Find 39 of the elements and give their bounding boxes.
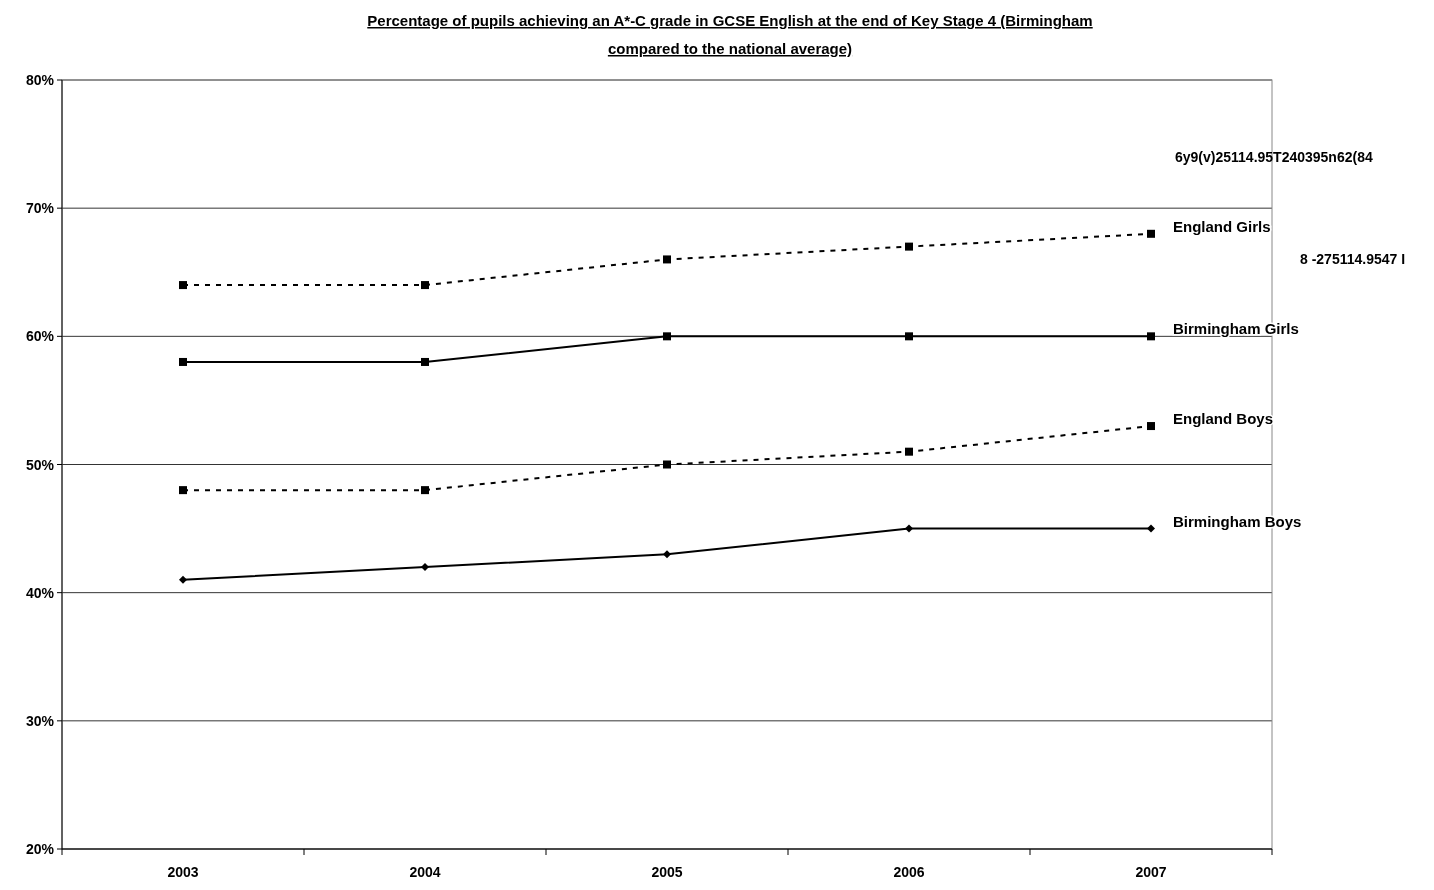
- point: [421, 563, 429, 572]
- point: [179, 281, 187, 290]
- point: [663, 332, 671, 341]
- chart-title: Percentage of pupils achieving an A*-C grade in GCSE English at the end of Key Stage 4 (Birmingham compared to the national average): [367, 12, 1093, 57]
- point: [179, 486, 187, 495]
- series-label: England Girls: [1173, 217, 1271, 235]
- point: [179, 575, 187, 584]
- point: [1147, 229, 1155, 238]
- x-tick-label: 2006: [893, 864, 925, 880]
- annotation: 6y9(v)25114.95T240395n62(84: [1175, 148, 1373, 165]
- x-tick-label: 2003: [167, 864, 199, 880]
- x-tick-label: 2007: [1135, 864, 1167, 880]
- point: [905, 524, 913, 533]
- point: [663, 255, 671, 264]
- point: [905, 332, 913, 341]
- point: [421, 357, 429, 366]
- point: [1147, 332, 1155, 341]
- point: [421, 281, 429, 290]
- x-tick-label: 2004: [409, 864, 441, 880]
- point: [905, 447, 913, 456]
- point: [1147, 422, 1155, 431]
- text: 8 -275114.9547 I: [1300, 251, 1406, 268]
- y-tick-label: 80%: [25, 72, 55, 88]
- y-tick-label: 60%: [25, 328, 55, 345]
- series-label: Birmingham Boys: [1173, 512, 1302, 530]
- x-tick-label: 2005: [651, 864, 683, 880]
- point: [179, 357, 187, 366]
- series-label: England Boys: [1173, 410, 1274, 428]
- y-tick-label: 30%: [25, 712, 55, 729]
- point: [421, 486, 429, 495]
- series-label: Birmingham Girls: [1173, 320, 1299, 338]
- point: [663, 550, 671, 559]
- y-tick-label: 70%: [25, 200, 55, 217]
- y-tick-label: 50%: [25, 456, 55, 473]
- point: [1147, 524, 1155, 533]
- y-tick-label: 40%: [25, 584, 55, 601]
- point: [905, 242, 913, 251]
- y-tick-label: 20%: [25, 841, 55, 857]
- point: [663, 460, 671, 469]
